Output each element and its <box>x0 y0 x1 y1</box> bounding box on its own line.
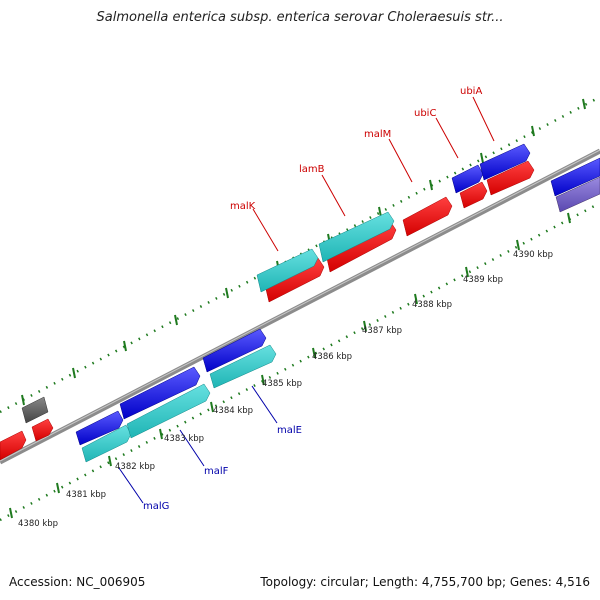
label-ubiA[interactable]: ubiA <box>460 86 482 97</box>
leader-malF <box>179 429 205 467</box>
leader-lamB <box>321 174 346 217</box>
leader-malK <box>252 208 279 252</box>
outer-major-ticks <box>21 98 586 406</box>
gene-blue-reverse-3[interactable] <box>202 328 267 373</box>
leader-malG <box>118 467 144 504</box>
genome-backbone <box>0 148 600 465</box>
accession-text: Accession: NC_006905 <box>9 575 146 589</box>
scale-label-4389: 4389 kbp <box>463 275 503 285</box>
label-malM[interactable]: malM <box>364 129 391 140</box>
gene-purple-forward[interactable] <box>555 176 600 213</box>
label-malE[interactable]: malE <box>277 425 302 436</box>
leader-malE <box>251 385 278 424</box>
gene-malF-body[interactable] <box>126 383 211 439</box>
gene-blue-reverse-2[interactable] <box>119 366 201 420</box>
gene-blue-forward-1[interactable] <box>451 164 484 194</box>
scale-label-4385: 4385 kbp <box>262 379 302 389</box>
gene-cyan-forward-2[interactable] <box>318 211 395 263</box>
gene-ubiA-body[interactable] <box>486 160 535 196</box>
inner-tick-track <box>0 201 600 522</box>
scale-label-4387: 4387 kbp <box>362 326 402 336</box>
scale-label-4384: 4384 kbp <box>213 406 253 416</box>
leader-ubiA <box>472 96 495 142</box>
gene-forward-red-1[interactable] <box>0 430 27 461</box>
gene-blue-forward-2[interactable] <box>479 143 531 181</box>
label-malG[interactable]: malG <box>143 501 169 512</box>
scale-label-4381: 4381 kbp <box>66 490 106 500</box>
leader-malM <box>388 138 413 183</box>
scale-label-4383: 4383 kbp <box>164 434 204 444</box>
gene-malM-body[interactable] <box>402 196 453 237</box>
label-malF[interactable]: malF <box>204 466 229 477</box>
scale-label-4386: 4386 kbp <box>312 352 352 362</box>
leader-ubiC <box>435 117 459 159</box>
label-malK[interactable]: malK <box>230 201 256 212</box>
gene-forward-gray[interactable] <box>21 396 49 424</box>
map-title: Salmonella enterica subsp. enterica sero… <box>96 10 504 25</box>
genome-backbone-highlight <box>0 149 600 462</box>
gene-cyan-forward-1[interactable] <box>256 248 319 293</box>
genome-summary-text: Topology: circular; Length: 4,755,700 bp… <box>260 575 590 589</box>
gene-ubiC-body[interactable] <box>459 181 488 209</box>
gene-forward-red-2[interactable] <box>31 418 54 442</box>
scale-label-4382: 4382 kbp <box>115 462 155 472</box>
scale-label-4380: 4380 kbp <box>18 519 58 529</box>
scale-label-4388: 4388 kbp <box>412 300 452 310</box>
inner-major-ticks <box>9 212 571 519</box>
scale-label-4390: 4390 kbp <box>513 250 553 260</box>
gene-malG-body[interactable] <box>81 424 132 463</box>
gene-blue-forward-3[interactable] <box>550 157 600 197</box>
gene-malE-body[interactable] <box>209 344 277 389</box>
gene-blue-reverse-1[interactable] <box>75 410 124 446</box>
label-lamB[interactable]: lamB <box>299 164 325 175</box>
label-ubiC[interactable]: ubiC <box>414 108 436 119</box>
